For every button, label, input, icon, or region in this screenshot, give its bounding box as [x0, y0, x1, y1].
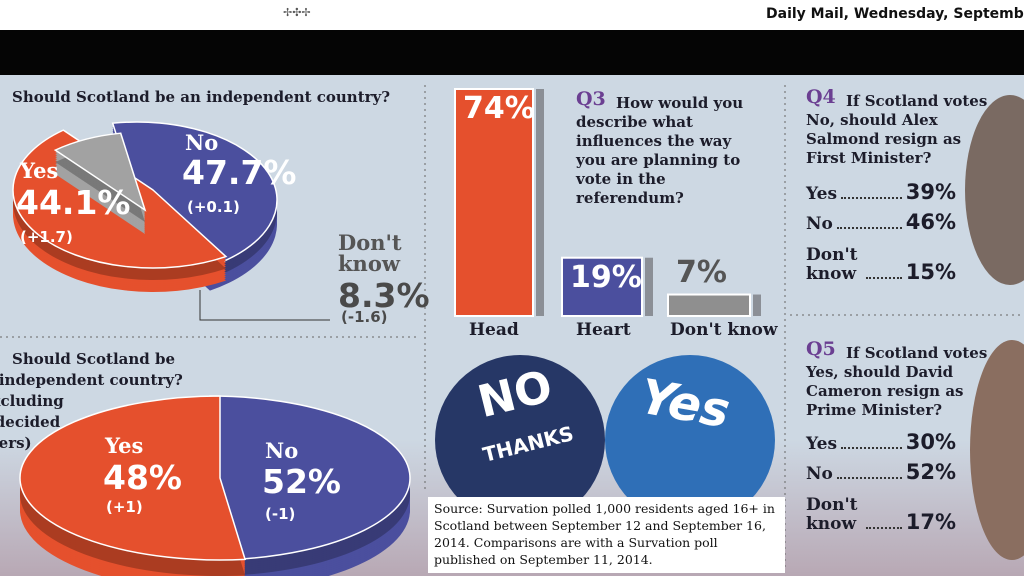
leader-dots — [866, 527, 902, 529]
leader-dots — [836, 227, 902, 229]
slice-top — [53, 132, 147, 212]
dateline: Daily Mail, Wednesday, Septemb — [766, 6, 1024, 22]
question-title: Should Scotland be — [12, 350, 176, 368]
answer-label: Yes — [806, 184, 838, 204]
category-label: Heart — [576, 320, 631, 340]
leader-dots — [841, 197, 902, 199]
question-number: Q5 — [806, 338, 836, 360]
ornament: ✢✣✢ — [283, 6, 311, 19]
answer-label: Don't know — [806, 495, 858, 534]
bar-shadow — [753, 294, 761, 316]
answer-row: Yes 30% — [806, 430, 956, 454]
answer-label: Don't know — [806, 245, 858, 284]
question-title: If Scotland votes Yes, should David Came… — [806, 344, 988, 419]
answer-row: Don't know 17% — [806, 495, 956, 535]
yes-logo — [605, 355, 775, 525]
pie-slice — [53, 132, 147, 234]
leader-dots — [841, 447, 902, 449]
value-label: 19% — [570, 259, 642, 295]
bar-shadow — [536, 89, 544, 316]
pie-slice — [111, 121, 278, 291]
change-label: (-1) — [265, 505, 296, 523]
answer-value: 15% — [905, 260, 956, 284]
change-label: (-1.6) — [341, 308, 388, 326]
question-number: Q3 — [576, 88, 606, 110]
question-title: Should Scotland be an independent countr… — [12, 88, 391, 106]
pie-slice — [19, 395, 247, 576]
black-band — [0, 30, 1024, 75]
category-label: Yes — [105, 433, 144, 458]
answer-row: No 52% — [806, 460, 956, 484]
question-number: 1 — [0, 86, 1, 105]
bar — [454, 88, 534, 317]
source: Source: Survation polled 1,000 residents… — [434, 501, 775, 567]
bar — [667, 293, 751, 318]
question-number: 2 — [0, 348, 1, 367]
change-label: (+0.1) — [187, 198, 240, 216]
top-strip — [0, 0, 1024, 30]
question-number: Q4 — [806, 86, 836, 108]
value-label: 8.3% — [338, 276, 430, 315]
category-label: No — [265, 438, 299, 463]
value-label: 52% — [262, 462, 341, 501]
no-thanks-logo — [435, 355, 605, 525]
category-label: Don't know — [338, 230, 402, 276]
source-box — [428, 497, 785, 573]
category-label: No — [185, 130, 219, 155]
question-title: an independent country? — [0, 371, 183, 389]
leader-line — [199, 290, 330, 321]
logo-text: NO — [472, 360, 558, 429]
value-label: 44.1% — [16, 183, 131, 222]
change-label: (+1) — [106, 498, 143, 516]
question-title: How would you describe what influences t… — [576, 94, 744, 207]
question-title: (Excluding — [0, 392, 64, 410]
value-label: 74% — [463, 91, 535, 126]
bar — [561, 256, 643, 317]
answer-row: No 46% — [806, 210, 956, 234]
portrait — [970, 340, 1024, 560]
slice-top — [19, 395, 247, 561]
category-label: Don't know — [670, 320, 778, 340]
leader-dots — [866, 277, 902, 279]
value-label: 7% — [676, 254, 727, 290]
slice-top — [111, 121, 278, 268]
answer-label: Yes — [806, 434, 838, 454]
answer-value: 17% — [905, 510, 956, 534]
value-label: 48% — [103, 458, 182, 497]
leader-dots — [836, 477, 902, 479]
answer-value: 46% — [905, 210, 956, 234]
change-label: (+1.7) — [20, 228, 73, 246]
answer-value: 52% — [905, 460, 956, 484]
answer-value: 39% — [905, 180, 956, 204]
answer-row: Yes 39% — [806, 180, 956, 204]
answer-row: Don't know 15% — [806, 245, 956, 285]
answer-value: 30% — [905, 430, 956, 454]
answer-label: No — [806, 214, 833, 234]
question-title: If Scotland votes No, should Alex Salmon… — [806, 92, 988, 167]
answer-label: No — [806, 464, 833, 484]
question-title: undecided — [0, 413, 61, 431]
category-label: Head — [469, 320, 519, 340]
bar-shadow — [645, 257, 653, 316]
logo-text: Yes — [635, 368, 734, 440]
question-title: voters) — [0, 434, 32, 452]
category-label: Yes — [20, 158, 59, 183]
value-label: 47.7% — [182, 153, 297, 192]
slice-top — [209, 395, 411, 561]
portrait — [965, 95, 1024, 285]
pie-slice — [209, 395, 411, 576]
